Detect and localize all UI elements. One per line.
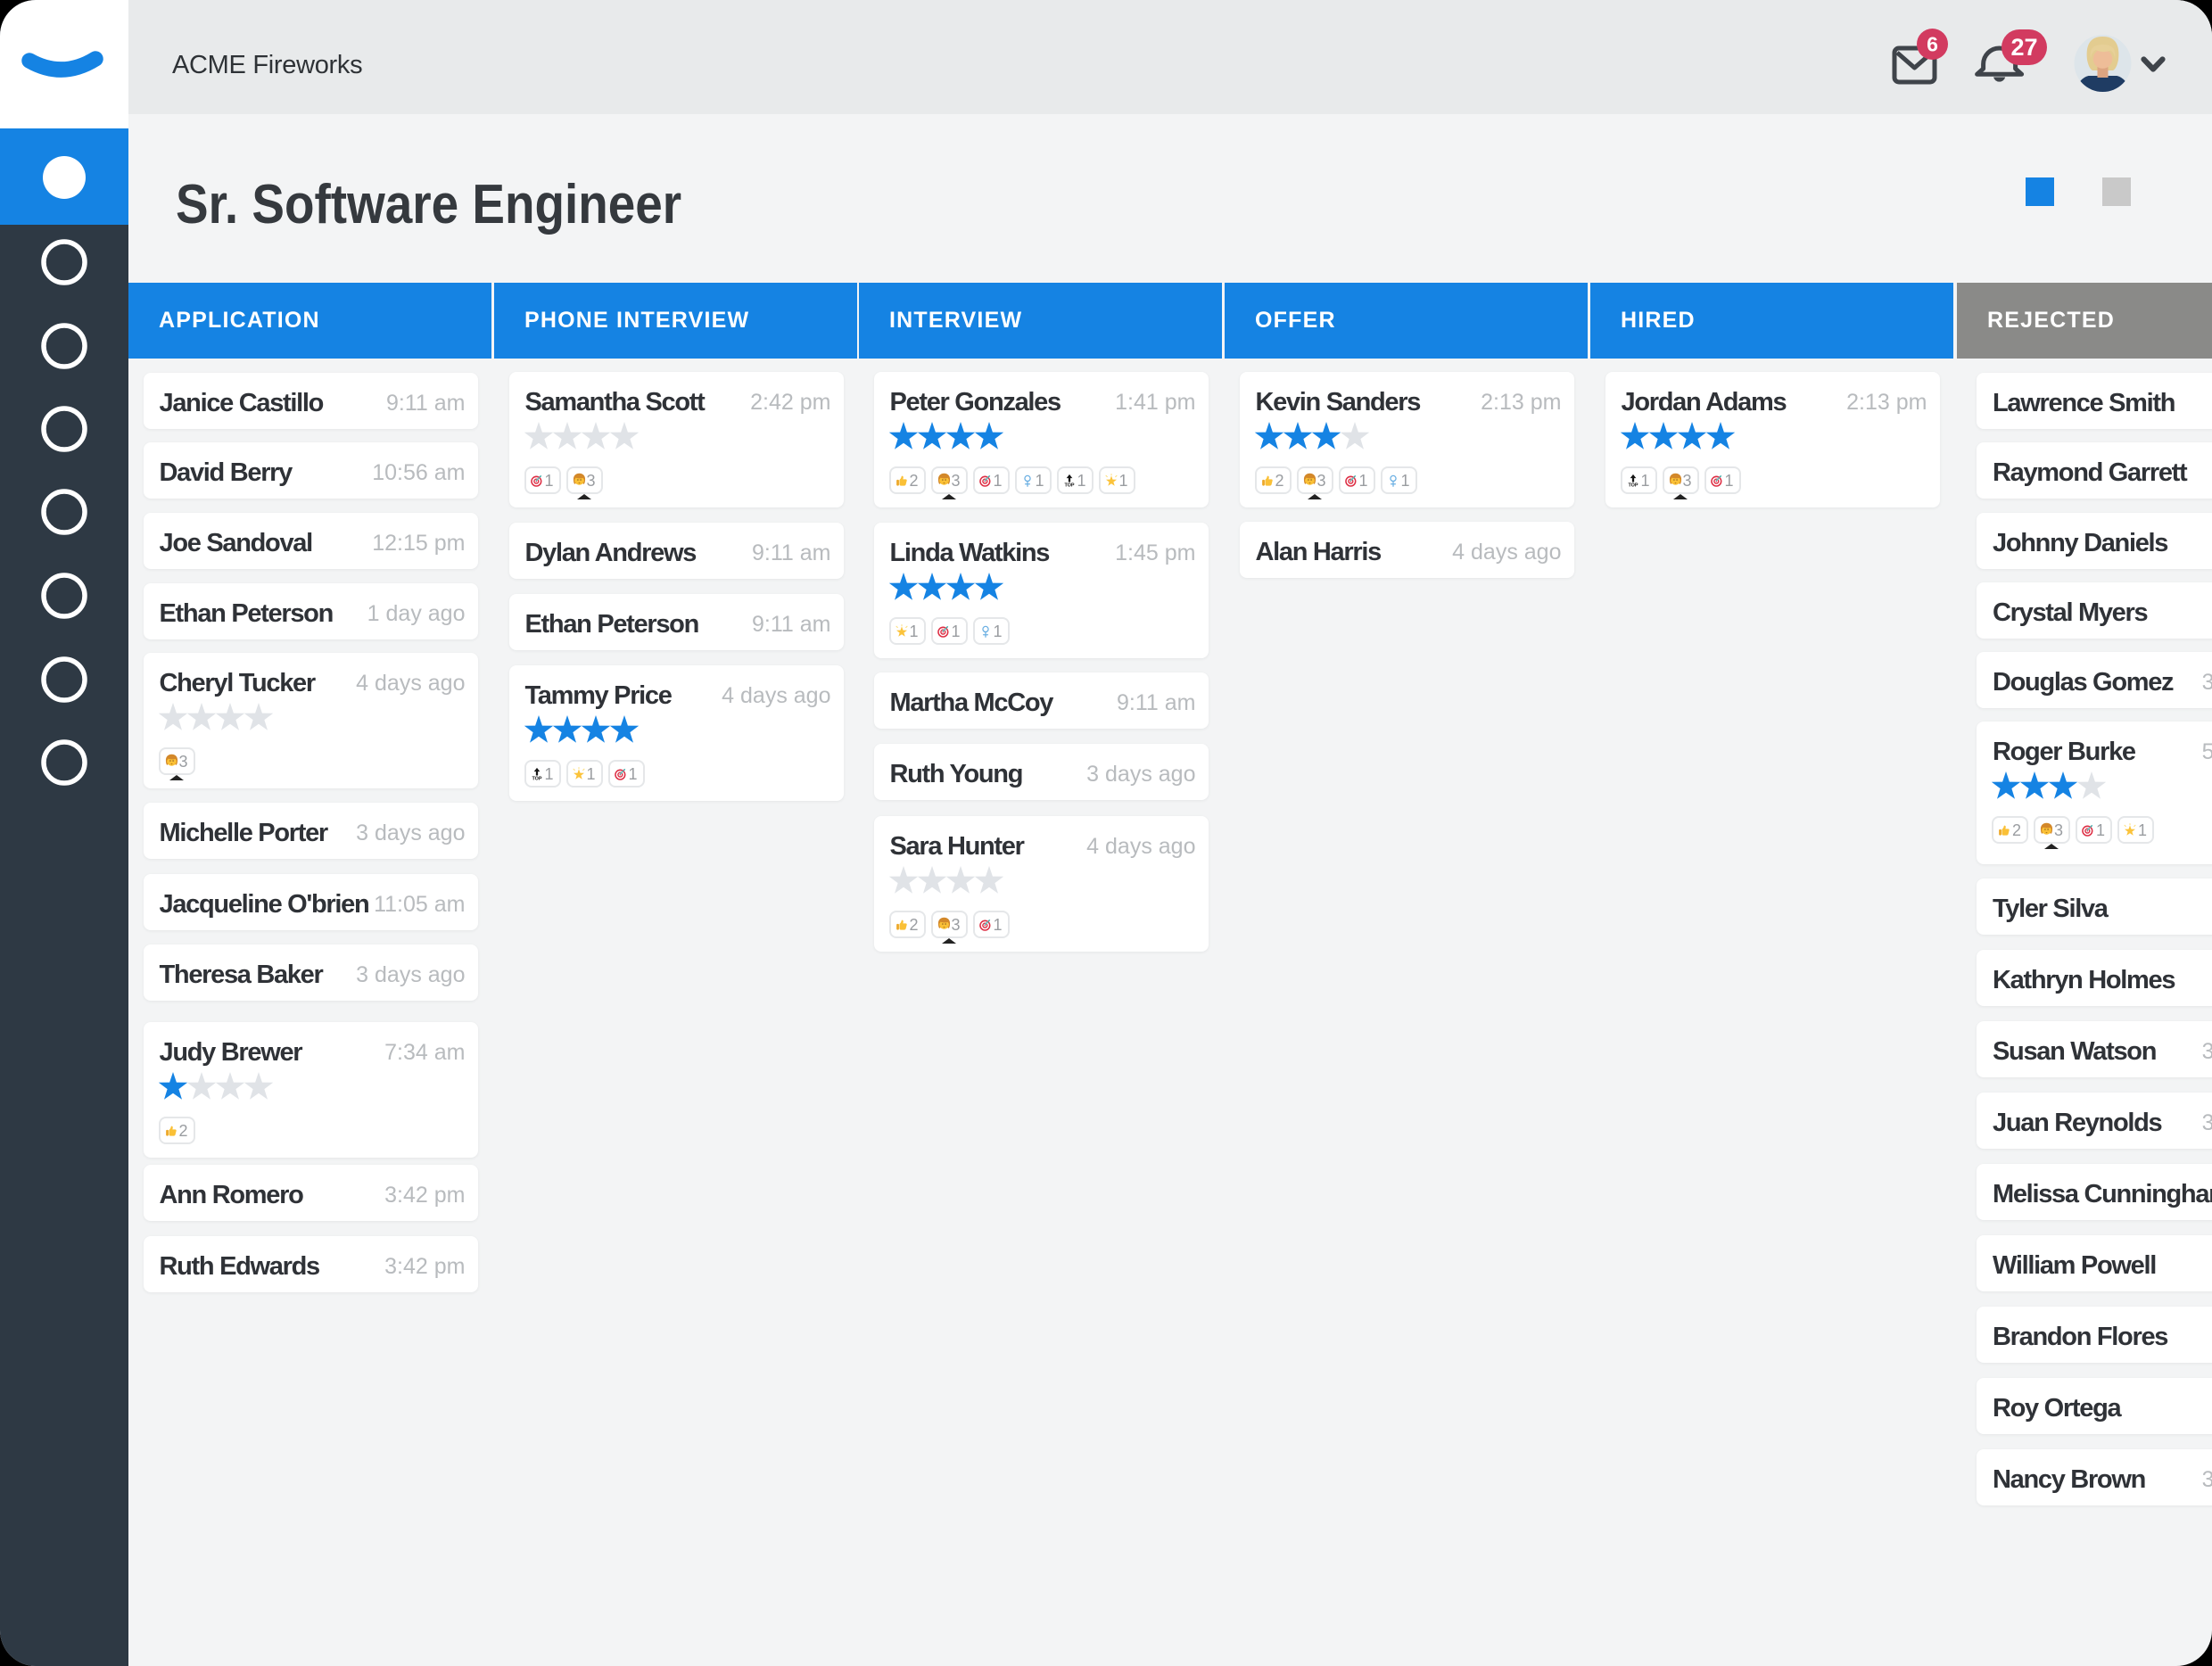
svg-text:6: 6: [1927, 33, 1938, 56]
svg-text:TOP: TOP: [1628, 483, 1638, 488]
svg-text:TOP: TOP: [1064, 483, 1074, 488]
svg-text:27: 27: [2010, 34, 2037, 61]
svg-text:TOP: TOP: [532, 777, 541, 781]
